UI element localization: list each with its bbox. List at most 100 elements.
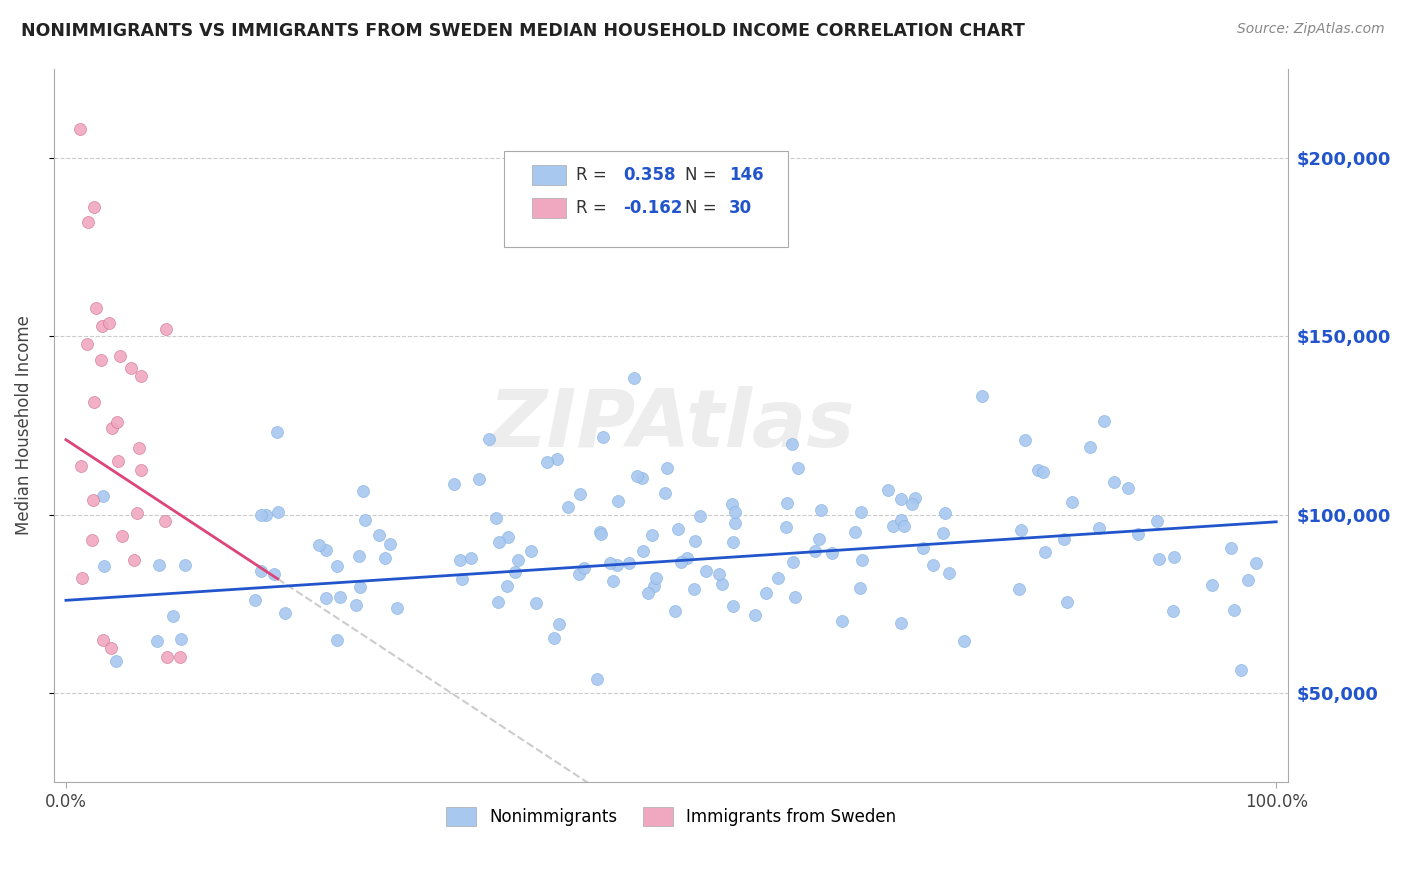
Point bbox=[877, 483, 900, 498]
Point bbox=[1052, 532, 1074, 546]
FancyBboxPatch shape bbox=[505, 151, 789, 247]
Point bbox=[654, 486, 676, 500]
Point bbox=[938, 566, 960, 580]
Point bbox=[266, 425, 288, 439]
Point bbox=[267, 505, 290, 519]
Text: N =: N = bbox=[685, 200, 721, 218]
Point bbox=[643, 579, 665, 593]
Text: -0.162: -0.162 bbox=[623, 200, 682, 218]
Point bbox=[1102, 475, 1125, 489]
Point bbox=[1032, 465, 1054, 479]
Text: Source: ZipAtlas.com: Source: ZipAtlas.com bbox=[1237, 22, 1385, 37]
Point bbox=[155, 321, 177, 335]
Point bbox=[100, 641, 122, 656]
Point bbox=[155, 650, 177, 665]
Point bbox=[1080, 440, 1102, 454]
Point bbox=[780, 436, 803, 450]
Point bbox=[105, 654, 128, 668]
Text: 30: 30 bbox=[730, 200, 752, 218]
Point bbox=[1147, 551, 1170, 566]
Text: N =: N = bbox=[685, 166, 721, 184]
Point bbox=[592, 430, 614, 444]
Point bbox=[344, 599, 367, 613]
Point bbox=[1010, 523, 1032, 537]
Point bbox=[831, 614, 853, 628]
Point bbox=[890, 513, 912, 527]
Point bbox=[449, 552, 471, 566]
Point bbox=[125, 506, 148, 520]
Point bbox=[606, 494, 628, 508]
Y-axis label: Median Household Income: Median Household Income bbox=[15, 316, 32, 535]
Point bbox=[851, 553, 873, 567]
Point bbox=[893, 519, 915, 533]
Point bbox=[326, 633, 349, 648]
Point bbox=[1088, 521, 1111, 535]
Text: 146: 146 bbox=[730, 166, 763, 184]
Point bbox=[519, 544, 541, 558]
Point bbox=[380, 537, 402, 551]
Point bbox=[488, 535, 510, 549]
FancyBboxPatch shape bbox=[531, 198, 567, 219]
Point bbox=[922, 558, 945, 572]
Point bbox=[683, 533, 706, 548]
Point bbox=[543, 631, 565, 645]
Point bbox=[93, 559, 115, 574]
Point bbox=[1161, 604, 1184, 618]
Point bbox=[498, 530, 520, 544]
Point bbox=[666, 522, 689, 536]
Point bbox=[851, 505, 873, 519]
Point bbox=[485, 511, 508, 525]
Point bbox=[664, 604, 686, 618]
Point bbox=[526, 596, 548, 610]
Point bbox=[1026, 463, 1049, 477]
Point bbox=[776, 496, 799, 510]
Point bbox=[84, 301, 107, 315]
Point bbox=[503, 565, 526, 579]
Point bbox=[721, 599, 744, 613]
Point bbox=[76, 215, 98, 229]
Point bbox=[695, 564, 717, 578]
Point bbox=[329, 590, 352, 604]
Point bbox=[108, 349, 131, 363]
Point bbox=[972, 389, 994, 403]
Point bbox=[589, 525, 612, 540]
Point bbox=[676, 551, 699, 566]
FancyBboxPatch shape bbox=[531, 165, 567, 185]
Point bbox=[70, 571, 93, 585]
Point bbox=[755, 586, 778, 600]
Point bbox=[170, 632, 193, 647]
Point bbox=[495, 579, 517, 593]
Point bbox=[882, 519, 904, 533]
Point bbox=[617, 557, 640, 571]
Point bbox=[1201, 577, 1223, 591]
Point bbox=[90, 352, 112, 367]
Point bbox=[641, 528, 664, 542]
Point bbox=[810, 503, 832, 517]
Point bbox=[1230, 663, 1253, 677]
Point bbox=[173, 558, 195, 572]
Point bbox=[644, 571, 666, 585]
Point bbox=[368, 528, 391, 542]
Point bbox=[352, 483, 374, 498]
Point bbox=[786, 461, 808, 475]
Point bbox=[599, 557, 621, 571]
Point bbox=[111, 529, 134, 543]
Point bbox=[911, 541, 934, 556]
Point bbox=[169, 650, 191, 665]
Point bbox=[148, 558, 170, 573]
Point bbox=[821, 546, 844, 560]
Point bbox=[91, 318, 114, 333]
Point bbox=[1060, 495, 1083, 509]
Point bbox=[626, 468, 648, 483]
Point bbox=[1014, 434, 1036, 448]
Point bbox=[83, 395, 105, 409]
Point bbox=[467, 472, 489, 486]
Point bbox=[766, 571, 789, 585]
Point bbox=[443, 476, 465, 491]
Point bbox=[804, 544, 827, 558]
Point bbox=[385, 600, 408, 615]
Point bbox=[557, 500, 579, 514]
Point bbox=[105, 416, 128, 430]
Point bbox=[669, 555, 692, 569]
Point bbox=[308, 538, 330, 552]
